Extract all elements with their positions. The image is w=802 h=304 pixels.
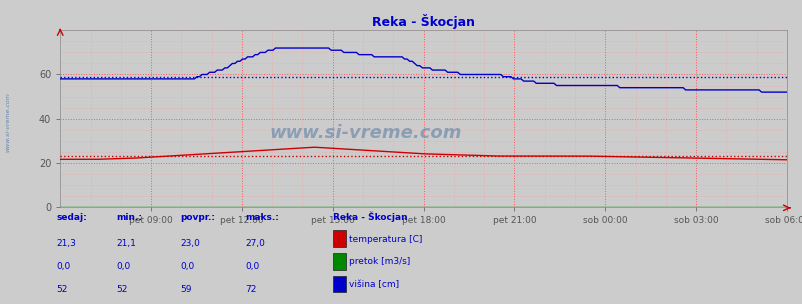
Text: www.si-vreme.com: www.si-vreme.com xyxy=(6,92,10,151)
Text: min.:: min.: xyxy=(116,213,142,223)
Text: višina [cm]: višina [cm] xyxy=(349,280,399,289)
Text: www.si-vreme.com: www.si-vreme.com xyxy=(269,124,461,142)
Text: pretok [m3/s]: pretok [m3/s] xyxy=(349,257,410,267)
Text: 72: 72 xyxy=(245,285,256,294)
Title: Reka - Škocjan: Reka - Škocjan xyxy=(371,14,475,29)
Text: 21,1: 21,1 xyxy=(116,239,136,248)
Text: 52: 52 xyxy=(56,285,67,294)
Text: 0,0: 0,0 xyxy=(245,262,259,271)
Text: 21,3: 21,3 xyxy=(56,239,76,248)
Text: sedaj:: sedaj: xyxy=(56,213,87,223)
Text: temperatura [C]: temperatura [C] xyxy=(349,235,422,244)
Text: 27,0: 27,0 xyxy=(245,239,265,248)
Text: 23,0: 23,0 xyxy=(180,239,200,248)
Text: 52: 52 xyxy=(116,285,128,294)
Text: maks.:: maks.: xyxy=(245,213,278,223)
Text: 0,0: 0,0 xyxy=(116,262,131,271)
Text: Reka - Škocjan: Reka - Škocjan xyxy=(333,212,407,223)
Text: 59: 59 xyxy=(180,285,192,294)
Text: 0,0: 0,0 xyxy=(180,262,195,271)
Text: 0,0: 0,0 xyxy=(56,262,71,271)
Text: povpr.:: povpr.: xyxy=(180,213,216,223)
